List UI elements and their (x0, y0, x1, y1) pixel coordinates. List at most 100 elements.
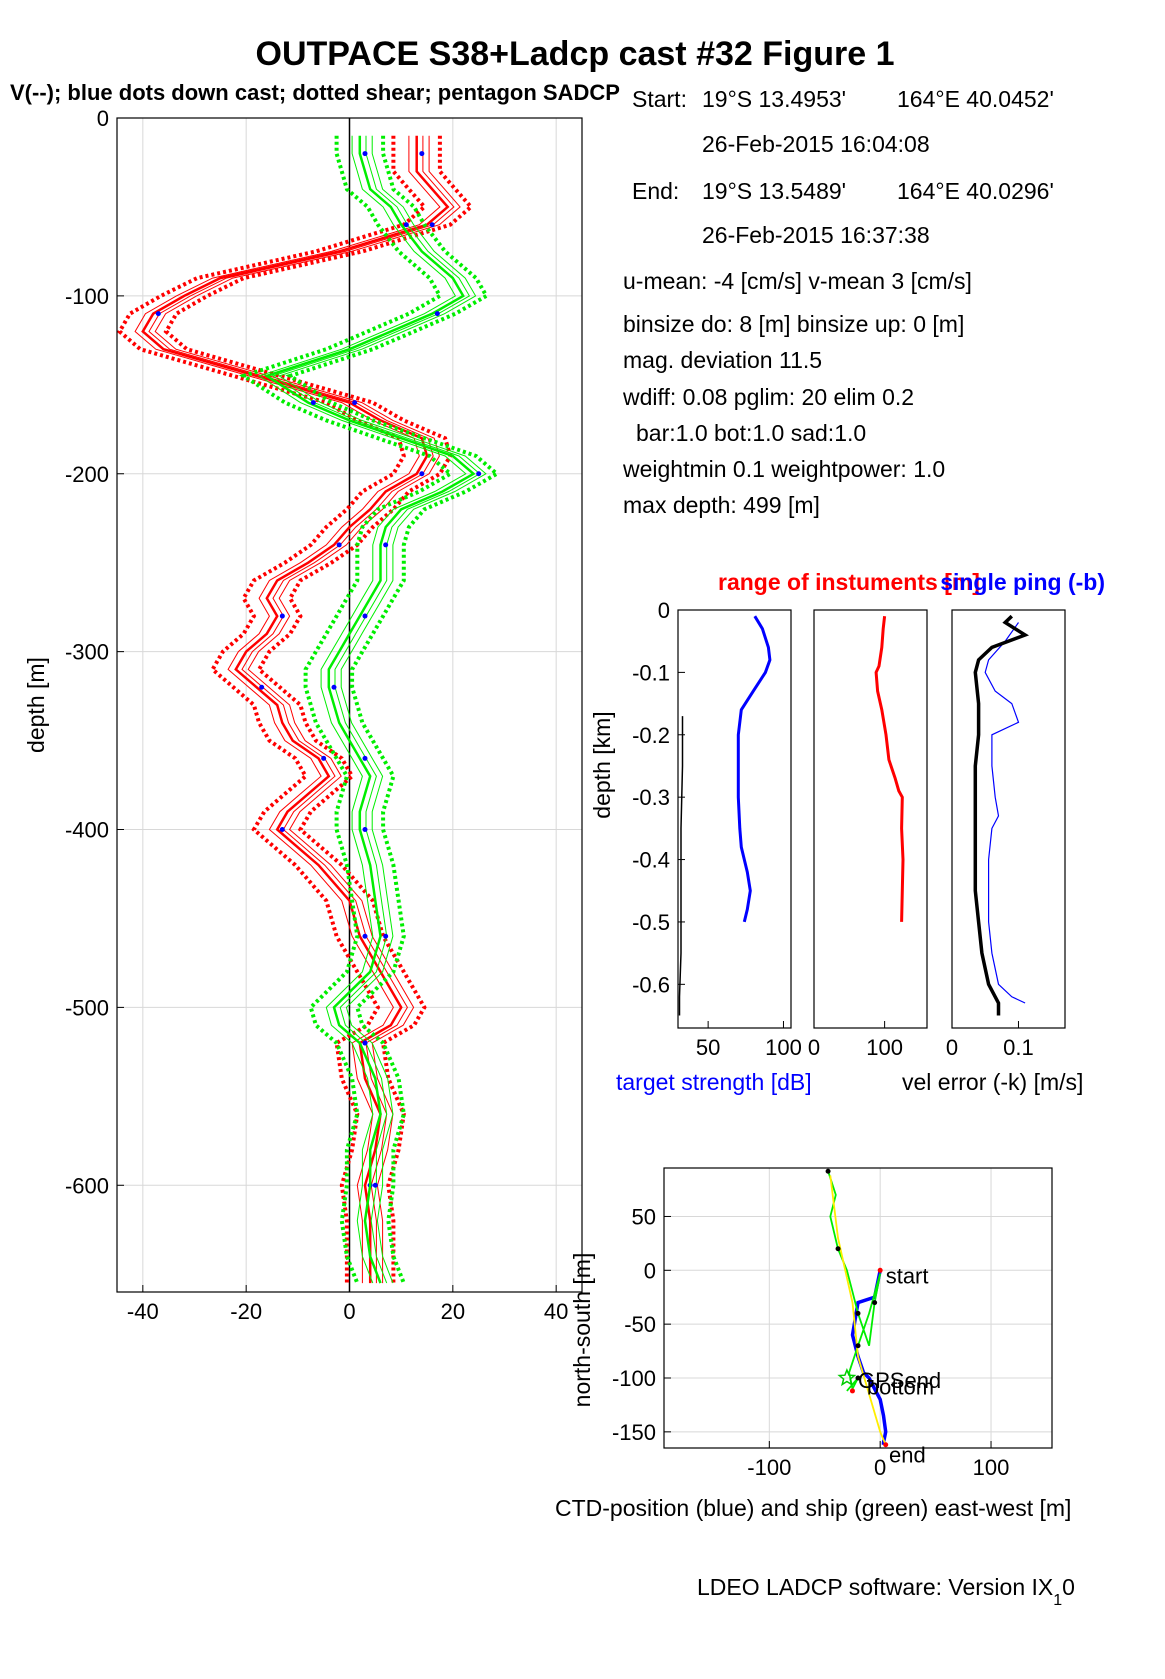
weight: weightmin 0.1 weightpower: 1.0 (622, 456, 945, 482)
downcast-dot (362, 755, 368, 761)
velocity-ytick-label: -200 (65, 462, 109, 487)
u-shear-envelope (117, 135, 428, 1284)
downcast-dot (419, 471, 425, 477)
downcast-dot (372, 1182, 378, 1188)
position-marker (883, 1442, 889, 1448)
range-xtick-label: 100 (866, 1035, 903, 1060)
bottom-star-marker (837, 1367, 857, 1387)
cast-info: Start: 19°S 13.4953' 164°E 40.0452' 26-F… (622, 86, 1054, 518)
downcast-dot (383, 933, 389, 939)
single-ping-line (984, 622, 1026, 1004)
single-ping-title: single ping (-b) (940, 569, 1105, 595)
footer-tail: 0 (1062, 1574, 1075, 1600)
range-panel-title: range of instuments [m] (718, 569, 980, 595)
footer-main: LDEO LADCP software: Version IX (697, 1574, 1053, 1600)
max-depth: max depth: 499 [m] (623, 492, 820, 518)
north-south-label: north-south [m] (569, 1253, 595, 1408)
velocity-ytick-label: -400 (65, 818, 109, 843)
position-ytick-label: -100 (612, 1366, 656, 1391)
u-velocity-profile (141, 135, 450, 1284)
depth-km-label: depth [km] (589, 711, 615, 818)
downcast-dot (362, 1040, 368, 1046)
downcast-dot (362, 933, 368, 939)
position-ytick-label: 50 (632, 1204, 656, 1229)
downcast-dot (155, 311, 161, 317)
bar-bot-sad: bar:1.0 bot:1.0 sad:1.0 (636, 420, 866, 446)
vel-error-frame (951, 609, 1066, 1029)
velocity-xtick-label: -20 (230, 1299, 262, 1324)
downcast-dot (362, 151, 368, 157)
footer-version: LDEO LADCP software: Version IX10 (697, 1574, 1075, 1609)
target-strength-xtick-label: 100 (765, 1035, 802, 1060)
ship-fix-dot (825, 1168, 831, 1174)
velocity-xtick-label: 20 (441, 1299, 465, 1324)
wdiff: wdiff: 0.08 pglim: 20 elim 0.2 (622, 384, 914, 410)
position-ytick-label: 0 (644, 1258, 656, 1283)
u-ensemble-line (148, 135, 455, 1284)
position-ytick-label: -50 (624, 1312, 656, 1337)
velocity-xtick-label: 40 (544, 1299, 568, 1324)
v-ensemble-line (271, 135, 481, 1284)
start-lat: 19°S 13.4953' (702, 86, 846, 112)
downcast-dot (279, 613, 285, 619)
velocity-ytick-label: -300 (65, 640, 109, 665)
v-ensemble-line (257, 135, 467, 1284)
u-shear-envelope (163, 135, 474, 1284)
target-strength-ytick-label: 0 (658, 598, 670, 623)
target-strength-ytick-label: -0.5 (632, 910, 670, 935)
velocity-ytick-label: -600 (65, 1173, 109, 1198)
annotation-start: start (886, 1264, 929, 1289)
target-strength-ytick-label: -0.2 (632, 723, 670, 748)
range-panel: 0 100 (808, 609, 928, 1060)
vel-error-panel: 0 0.1 (946, 609, 1066, 1060)
downcast-dot (352, 400, 358, 406)
target-strength-ytick-label: -0.1 (632, 660, 670, 685)
binsize: binsize do: 8 [m] binsize up: 0 [m] (623, 311, 964, 337)
downcast-dot (429, 222, 435, 228)
downcast-dot (331, 684, 337, 690)
velocity-xtick-label: 0 (343, 1299, 355, 1324)
target-strength-ytick-label: -0.6 (632, 972, 670, 997)
vel-error-xtick-label: 0.1 (1003, 1035, 1034, 1060)
figure-title: OUTPACE S38+Ladcp cast #32 Figure 1 (256, 35, 895, 73)
ctd-track (850, 1269, 888, 1445)
velocity-xtick-label: -40 (127, 1299, 159, 1324)
velocity-profile-panel: -40 -20 0 20 400-100-200-300-400-500-600 (65, 106, 583, 1324)
east-west-label: CTD-position (blue) and ship (green) eas… (555, 1495, 1071, 1521)
velocity-frame (116, 117, 583, 1293)
v-velocity-profile (263, 135, 476, 1284)
vel-error-label: vel error (-k) [m/s] (902, 1069, 1083, 1095)
u-ensemble-line (154, 135, 461, 1284)
target-strength-ytick-label: -0.4 (632, 848, 670, 873)
position-xtick-label: 0 (874, 1455, 886, 1480)
start-label: Start: (632, 86, 687, 112)
downcast-dot (279, 827, 285, 833)
noise-floor-line (678, 716, 684, 1016)
end-lat: 19°S 13.5489' (702, 178, 846, 204)
target-strength-label: target strength [dB] (616, 1069, 812, 1095)
target-strength-frame (677, 609, 792, 1029)
vel-error-line (973, 614, 1030, 1016)
end-time: 26-Feb-2015 16:37:38 (702, 222, 930, 248)
position-marker (877, 1267, 883, 1273)
u-v-mean: u-mean: -4 [cm/s] v-mean 3 [cm/s] (623, 268, 972, 294)
start-lon: 164°E 40.0452' (897, 86, 1054, 112)
downcast-dot (259, 684, 265, 690)
target-strength-ytick-label: -0.3 (632, 785, 670, 810)
velocity-ytick-label: -100 (65, 284, 109, 309)
downcast-dot (383, 542, 389, 548)
start-time: 26-Feb-2015 16:04:08 (702, 131, 930, 157)
velocity-ytick-label: 0 (97, 106, 109, 131)
target-strength-xtick-label: 50 (696, 1035, 720, 1060)
target-strength-line (736, 615, 772, 923)
position-xtick-label: 100 (973, 1455, 1010, 1480)
position-marker (849, 1388, 855, 1394)
downcast-dot (476, 471, 482, 477)
downcast-dot (321, 755, 327, 761)
target-strength-panel: 50 100 0 -0.1 -0.2 -0.3 -0.4 -0.5 -0.6 (632, 598, 802, 1060)
gps-link (829, 1175, 887, 1446)
ship-fix-dot (855, 1343, 861, 1349)
downcast-dot (403, 222, 409, 228)
